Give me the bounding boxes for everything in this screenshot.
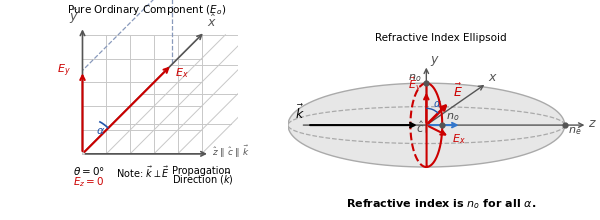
Text: $n_o$: $n_o$ [408,73,421,84]
Text: $\vec{k}$: $\vec{k}$ [295,104,305,122]
Text: $E_y$: $E_y$ [57,62,71,79]
Text: $n_e$: $n_e$ [568,125,581,137]
Ellipse shape [288,83,565,167]
Text: Refractive Index Ellipsoid: Refractive Index Ellipsoid [375,33,507,43]
Text: $\vec{E}_y$: $\vec{E}_y$ [408,75,422,96]
Text: $y$: $y$ [430,54,440,68]
Text: $E_x$: $E_x$ [452,132,466,146]
Text: Pure Ordinary Component ($E_o$): Pure Ordinary Component ($E_o$) [67,3,227,17]
Text: Direction ($\vec{k}$): Direction ($\vec{k}$) [172,171,233,187]
Text: $\alpha$: $\alpha$ [433,99,442,109]
Text: Propagation: Propagation [172,166,230,176]
Text: Refractive index is $n_o$ for all $\alpha$.: Refractive index is $n_o$ for all $\alph… [346,197,536,211]
Text: $\alpha$: $\alpha$ [96,126,106,136]
Text: $\hat{y}$: $\hat{y}$ [69,7,79,26]
Text: $n_o$: $n_o$ [446,111,460,123]
Text: $\theta = 0°$: $\theta = 0°$ [73,165,104,177]
Text: $E_z = 0$: $E_z = 0$ [73,175,104,189]
Text: Note: $\vec{k} \perp \vec{E}$: Note: $\vec{k} \perp \vec{E}$ [116,164,169,180]
Text: $\hat{z}\ \|\ \hat{c}\ \|\ \vec{k}$: $\hat{z}\ \|\ \hat{c}\ \|\ \vec{k}$ [212,144,250,160]
Text: $x$: $x$ [488,72,498,84]
Text: $\hat{c}$: $\hat{c}$ [416,121,425,136]
Text: $\vec{E}$: $\vec{E}$ [453,83,463,100]
Text: $\hat{x}$: $\hat{x}$ [206,14,217,30]
Text: $E_x$: $E_x$ [175,66,189,80]
Text: $z$: $z$ [588,117,597,130]
